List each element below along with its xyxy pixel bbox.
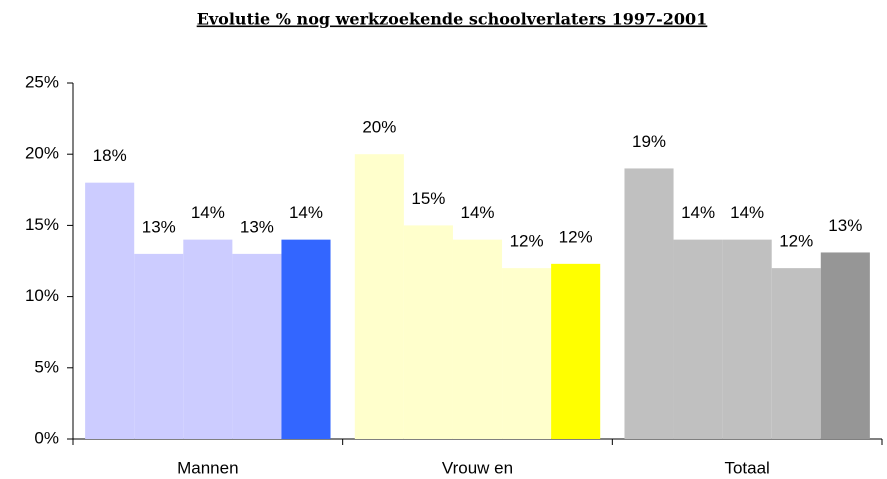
data-label: 12% (559, 227, 593, 246)
data-label: 15% (411, 189, 445, 208)
y-tick-label: 15% (25, 215, 59, 234)
chart-title: Evolutie % nog werkzoekende schoolverlat… (197, 10, 708, 29)
data-label: 19% (632, 132, 666, 151)
bar (85, 182, 135, 439)
bar (624, 168, 674, 439)
data-label: 12% (510, 232, 544, 251)
y-tick-label: 10% (25, 286, 59, 305)
bar (134, 253, 184, 439)
x-tick-label: Mannen (177, 458, 238, 477)
data-label: 20% (362, 118, 396, 137)
bar (281, 239, 331, 439)
bar (452, 239, 503, 439)
bar (354, 154, 404, 439)
bar (673, 239, 723, 439)
data-label: 12% (779, 232, 813, 251)
y-tick-label: 0% (34, 428, 59, 447)
y-tick-label: 5% (34, 357, 59, 376)
bar (771, 268, 821, 439)
y-tick-label: 20% (25, 144, 59, 163)
data-label: 14% (191, 203, 225, 222)
data-label: 13% (828, 216, 862, 235)
bar (183, 239, 233, 439)
bar (502, 268, 552, 439)
bar (551, 263, 601, 439)
data-label: 18% (93, 146, 127, 165)
x-tick-label: Totaal (724, 458, 769, 477)
data-label: 14% (730, 203, 764, 222)
bar (232, 253, 282, 439)
data-label: 14% (681, 203, 715, 222)
data-label: 13% (240, 217, 274, 236)
data-label: 14% (460, 203, 494, 222)
data-label: 14% (289, 203, 323, 222)
bar (820, 252, 870, 439)
y-tick-label: 25% (25, 72, 59, 91)
x-tick-label: Vrouw en (442, 458, 513, 477)
data-label: 13% (142, 217, 176, 236)
bar (403, 225, 453, 439)
bar (722, 239, 772, 439)
